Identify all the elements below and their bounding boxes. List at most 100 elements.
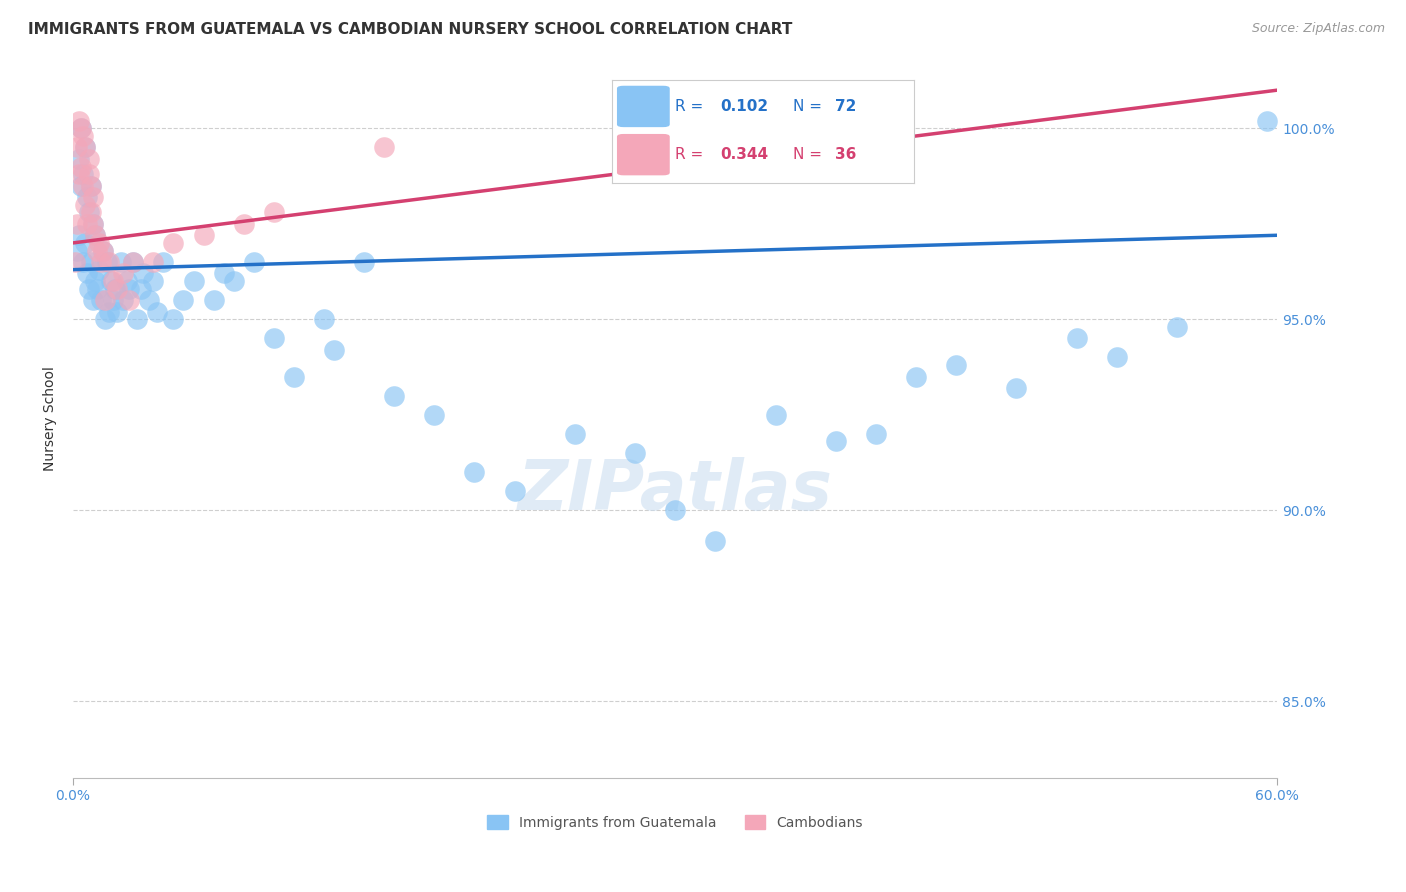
Point [232,217,254,231]
Point [96,255,118,269]
Point [94,312,117,326]
Point [86,244,108,258]
Point [1166,319,1188,334]
Point [66,244,89,258]
Point [77,205,100,219]
Point [242,255,264,269]
Point [1005,381,1028,395]
Point [945,358,967,372]
Y-axis label: Nursery School: Nursery School [44,366,58,471]
Point [118,293,141,308]
Point [122,255,145,269]
Point [75,140,97,154]
Point [70,178,93,193]
Point [100,274,122,288]
Point [704,533,727,548]
Point [89,235,111,250]
Point [84,274,107,288]
Point [146,304,169,318]
Point [131,282,153,296]
Point [80,205,103,219]
Point [212,267,235,281]
Point [624,446,647,460]
Point [664,503,686,517]
Point [283,369,305,384]
Point [152,255,174,269]
Point [138,293,160,308]
Point [67,113,90,128]
Point [67,167,90,181]
Point [72,167,94,181]
Point [865,426,887,441]
Point [104,282,127,296]
Point [77,152,100,166]
Point [76,190,98,204]
Point [77,167,100,181]
Point [72,178,94,193]
Point [382,389,405,403]
Point [76,217,98,231]
Point [353,255,375,269]
Point [94,293,117,308]
Text: Source: ZipAtlas.com: Source: ZipAtlas.com [1251,22,1385,36]
Point [84,228,107,243]
Point [98,255,121,269]
Point [90,255,112,269]
Point [323,343,346,357]
Point [98,304,121,318]
Text: 72: 72 [835,99,856,114]
Point [463,465,485,479]
Point [765,408,787,422]
Text: N =: N = [793,146,827,161]
Point [75,197,97,211]
Point [1256,113,1278,128]
Point [63,255,86,269]
Point [183,274,205,288]
Point [67,228,90,243]
Point [118,282,141,296]
Point [70,121,93,136]
Legend: Immigrants from Guatemala, Cambodians: Immigrants from Guatemala, Cambodians [482,809,869,835]
Point [193,228,215,243]
FancyBboxPatch shape [617,87,669,127]
Point [72,255,94,269]
Point [105,282,128,296]
Point [80,255,103,269]
Point [75,235,97,250]
Text: N =: N = [793,99,827,114]
Point [77,282,100,296]
Point [162,235,184,250]
Point [162,312,184,326]
Point [117,274,139,288]
Point [80,178,103,193]
Point [90,293,112,308]
Point [86,282,108,296]
Point [70,160,93,174]
Point [423,408,446,422]
Point [1066,331,1088,345]
Point [142,274,165,288]
Point [127,312,149,326]
Point [110,255,132,269]
Point [82,190,104,204]
Point [89,262,111,277]
Point [1105,351,1128,365]
Point [82,293,104,308]
Point [75,140,97,154]
Point [263,205,285,219]
Point [67,152,90,166]
Point [103,274,125,288]
Point [122,255,145,269]
Point [103,293,125,308]
Point [82,217,104,231]
FancyBboxPatch shape [617,135,669,175]
Text: 0.344: 0.344 [720,146,769,161]
Text: R =: R = [675,146,709,161]
Point [132,267,155,281]
Point [142,255,165,269]
Point [263,331,285,345]
Point [312,312,335,326]
Point [202,293,225,308]
Point [222,274,245,288]
Text: 0.102: 0.102 [720,99,769,114]
